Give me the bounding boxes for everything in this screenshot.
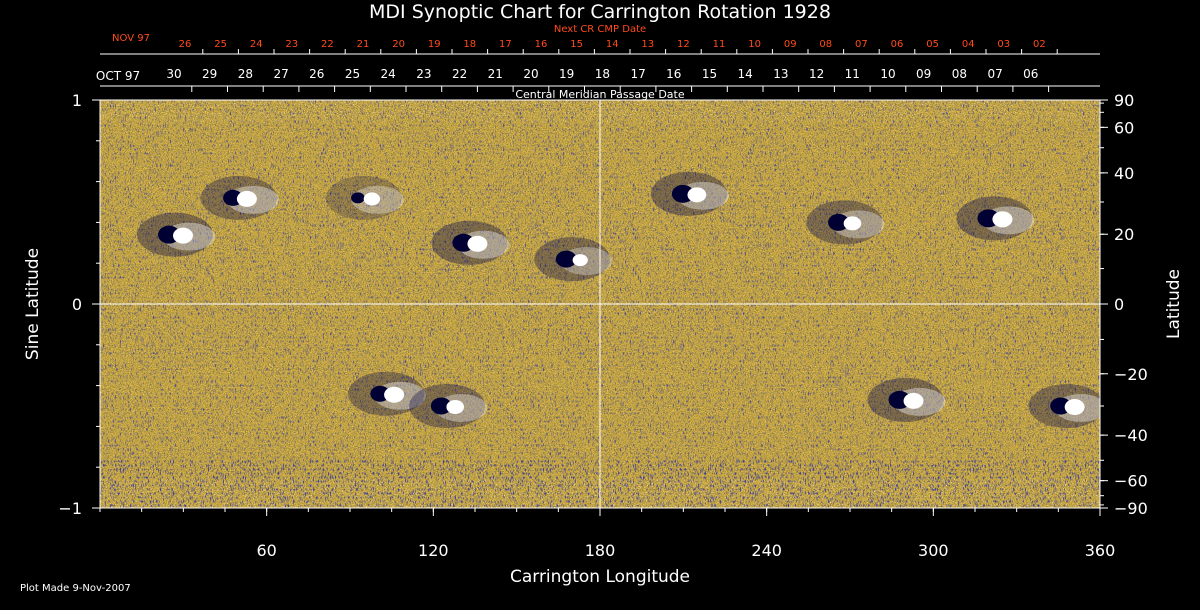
active-region bbox=[348, 371, 427, 416]
next-cmp-date: 07 bbox=[855, 39, 868, 50]
x-tick-label: 360 bbox=[1085, 541, 1116, 560]
cmp-date: 28 bbox=[238, 67, 253, 81]
top-date-axis: Next CR CMP Date NOV 97 26 25 24 23 22 21 20 19… bbox=[100, 24, 1100, 55]
active-region bbox=[650, 171, 729, 216]
cmp-date: 26 bbox=[309, 67, 324, 81]
cmp-axis-start: OCT 97 bbox=[96, 69, 140, 83]
cmp-date: 21 bbox=[488, 67, 503, 81]
next-cmp-date: 06 bbox=[891, 39, 904, 50]
top-axis-label: Next CR CMP Date bbox=[554, 24, 646, 35]
y-axis-left-label: Sine Latitude bbox=[23, 248, 43, 360]
cmp-date: 07 bbox=[987, 67, 1002, 81]
cmp-date: 10 bbox=[880, 67, 895, 81]
y-right-tick-label: 90 bbox=[1114, 91, 1134, 110]
cmp-date: 29 bbox=[202, 67, 217, 81]
active-region bbox=[431, 220, 510, 265]
next-cmp-date: 17 bbox=[499, 39, 512, 50]
chart-title: MDI Synoptic Chart for Carrington Rotati… bbox=[369, 1, 831, 23]
x-tick-label: 300 bbox=[918, 541, 949, 560]
y-right-tick-label: −40 bbox=[1114, 426, 1148, 445]
y-right-tick-label: 0 bbox=[1114, 295, 1124, 314]
cmp-date: 18 bbox=[595, 67, 610, 81]
next-cmp-date: 15 bbox=[570, 39, 583, 50]
cmp-date: 14 bbox=[738, 67, 753, 81]
y-right-tick-label: 20 bbox=[1114, 225, 1134, 244]
cmp-date: 11 bbox=[845, 67, 860, 81]
next-cmp-date: 11 bbox=[713, 39, 726, 50]
cmp-date: 27 bbox=[273, 67, 288, 81]
next-cmp-date: 02 bbox=[1033, 39, 1046, 50]
x-tick-label: 180 bbox=[585, 541, 616, 560]
next-cmp-date: 03 bbox=[997, 39, 1010, 50]
y-left-tick-label: −1 bbox=[58, 499, 82, 518]
y-right-tick-label: −90 bbox=[1114, 499, 1148, 518]
y-left-tick-label: 0 bbox=[72, 295, 82, 314]
y-left-tick-label: 1 bbox=[72, 91, 82, 110]
cmp-date: 24 bbox=[381, 67, 396, 81]
x-tick-label: 60 bbox=[256, 541, 276, 560]
cmp-date: 13 bbox=[773, 67, 788, 81]
x-axis: 60 120 180 240 300 360 bbox=[99, 508, 1116, 560]
next-cmp-date: 12 bbox=[677, 39, 690, 50]
y-right-tick-label: −20 bbox=[1114, 365, 1148, 384]
next-cmp-date: 24 bbox=[250, 39, 263, 50]
next-cmp-date: 10 bbox=[748, 39, 761, 50]
cmp-date: 23 bbox=[416, 67, 431, 81]
x-axis-label: Carrington Longitude bbox=[510, 567, 690, 587]
cmp-date: 12 bbox=[809, 67, 824, 81]
plot-made-note: Plot Made 9-Nov-2007 bbox=[20, 583, 131, 594]
next-cmp-date: 19 bbox=[428, 39, 441, 50]
cmp-date: 25 bbox=[345, 67, 360, 81]
active-region bbox=[956, 196, 1035, 241]
cmp-date: 16 bbox=[666, 67, 681, 81]
cmp-date: 17 bbox=[630, 67, 645, 81]
next-cmp-date: 25 bbox=[214, 39, 227, 50]
y-right-tick-label: −60 bbox=[1114, 472, 1148, 491]
active-region bbox=[409, 384, 488, 428]
cmp-date: 22 bbox=[452, 67, 467, 81]
next-cmp-date: 16 bbox=[535, 39, 548, 50]
cmp-date: 15 bbox=[702, 67, 717, 81]
next-cmp-date: 09 bbox=[784, 39, 797, 50]
next-cmp-date: 14 bbox=[606, 39, 619, 50]
cmp-date: 09 bbox=[916, 67, 931, 81]
y-axis-left: 1 0 −1 bbox=[58, 91, 100, 518]
x-tick-label: 120 bbox=[418, 541, 449, 560]
x-tick-label: 240 bbox=[751, 541, 782, 560]
active-region bbox=[806, 200, 885, 245]
cmp-date: 20 bbox=[523, 67, 538, 81]
next-cmp-date: 08 bbox=[819, 39, 832, 50]
cmp-date-axis: OCT 97 30 29 28 27 26 25 24 23 22 21 20 19 18 17 16 15 1… bbox=[96, 67, 1100, 101]
y-right-tick-label: 60 bbox=[1114, 118, 1134, 137]
cmp-axis-label: Central Meridian Passage Date bbox=[515, 88, 684, 101]
next-cmp-date: 20 bbox=[392, 39, 405, 50]
next-cmp-date: 21 bbox=[357, 39, 370, 50]
y-right-tick-label: 40 bbox=[1114, 164, 1134, 183]
active-region bbox=[534, 237, 613, 282]
cmp-date: 30 bbox=[166, 67, 181, 81]
next-cmp-date: 18 bbox=[463, 39, 476, 50]
magnetogram-map bbox=[100, 100, 1100, 508]
next-cmp-date: 22 bbox=[321, 39, 334, 50]
cmp-date: 08 bbox=[952, 67, 967, 81]
active-region bbox=[325, 175, 404, 220]
cmp-date: 19 bbox=[559, 67, 574, 81]
active-region bbox=[137, 212, 215, 257]
next-cmp-date: 23 bbox=[285, 39, 298, 50]
cmp-date: 06 bbox=[1023, 67, 1038, 81]
active-region bbox=[200, 175, 279, 220]
y-axis-right-label: Latitude bbox=[1164, 269, 1184, 339]
next-cmp-date: 13 bbox=[641, 39, 654, 50]
active-region bbox=[867, 377, 946, 422]
next-cmp-date: 05 bbox=[926, 39, 939, 50]
y-axis-right: 90 60 40 20 0 −20 −40 −60 −90 bbox=[1100, 91, 1148, 518]
next-cmp-date: 26 bbox=[179, 39, 192, 50]
top-axis-start: NOV 97 bbox=[112, 33, 150, 44]
next-cmp-date: 04 bbox=[962, 39, 975, 50]
active-region bbox=[1028, 384, 1100, 428]
